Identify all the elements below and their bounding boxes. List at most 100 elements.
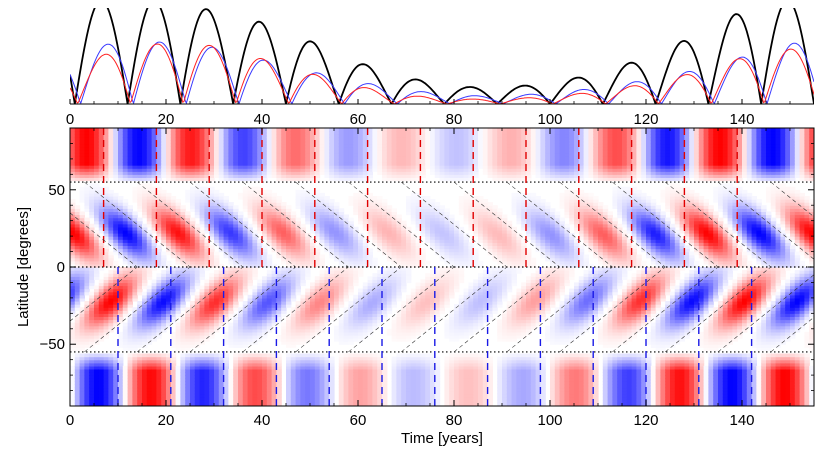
heatmap-cell: [122, 245, 129, 250]
heatmap-cell: [74, 282, 81, 287]
heatmap-cell: [295, 390, 301, 395]
heatmap-cell: [79, 387, 85, 392]
heatmap-cell: [137, 310, 143, 314]
heatmap-cell: [242, 217, 249, 222]
heatmap-cell: [286, 260, 292, 265]
heatmap-cell: [84, 335, 90, 339]
heatmap-cell: [70, 341, 76, 345]
heatmap-cell: [204, 257, 210, 262]
heatmap-cell: [295, 220, 301, 225]
heatmap-cell: [218, 174, 225, 178]
heatmap-cell: [218, 270, 225, 274]
heatmap-cell: [271, 233, 277, 237]
heatmap-cell: [113, 239, 119, 243]
heatmap-cell: [142, 381, 148, 385]
heatmap-cell: [257, 208, 263, 212]
heatmap-cell: [204, 152, 210, 157]
heatmap-cell: [247, 356, 253, 361]
heatmap-cell: [170, 174, 177, 178]
heatmap-cell: [271, 149, 277, 154]
heatmap-cell: [204, 310, 210, 314]
heatmap-cell: [137, 313, 143, 317]
heatmap-cell: [214, 390, 220, 395]
heatmap-cell: [338, 353, 345, 358]
heatmap-cell: [204, 378, 210, 382]
heatmap-cell: [122, 199, 129, 203]
heatmap-cell: [161, 217, 167, 222]
heatmap-cell: [166, 149, 172, 154]
heatmap-cell: [295, 288, 301, 293]
heatmap-cell: [118, 372, 124, 376]
heatmap-cell: [98, 285, 105, 290]
heatmap-cell: [290, 393, 297, 398]
heatmap-cell: [146, 217, 153, 222]
heatmap-cell: [223, 134, 229, 138]
heatmap-cell: [79, 325, 85, 330]
heatmap-cell: [314, 192, 321, 197]
heatmap-cell: [262, 146, 268, 151]
heatmap-cell: [132, 199, 138, 203]
heatmap-cell: [247, 245, 253, 250]
heatmap-cell: [79, 239, 85, 243]
heatmap-cell: [199, 319, 205, 324]
heatmap-cell: [218, 263, 225, 268]
heatmap-cell: [295, 248, 301, 253]
heatmap-cell: [127, 307, 133, 311]
heatmap-cell: [161, 134, 167, 138]
heatmap-cell: [286, 233, 292, 237]
heatmap-cell: [142, 223, 148, 228]
heatmap-cell: [209, 174, 215, 178]
heatmap-cell: [113, 152, 119, 157]
heatmap-cell: [132, 171, 138, 175]
heatmap-cell: [290, 251, 297, 256]
heatmap-cell: [228, 248, 234, 253]
heatmap-cell: [180, 158, 186, 163]
heatmap-cell: [305, 375, 311, 379]
heatmap-cell: [74, 288, 81, 293]
heatmap-cell: [175, 202, 181, 206]
heatmap-cell: [209, 365, 215, 370]
heatmap-cell: [190, 310, 196, 314]
heatmap-cell: [281, 313, 287, 317]
heatmap-cell: [89, 294, 95, 299]
heatmap-cell: [194, 328, 201, 333]
heatmap-cell: [194, 239, 201, 243]
heatmap-cell: [156, 399, 162, 404]
heatmap-cell: [286, 146, 292, 151]
heatmap-cell: [295, 375, 301, 379]
heatmap-cell: [276, 165, 282, 169]
heatmap-cell: [185, 211, 191, 216]
heatmap-cell: [161, 362, 167, 367]
heatmap-cell: [190, 365, 196, 370]
heatmap-cell: [314, 174, 321, 178]
heatmap-cell: [151, 325, 157, 330]
heatmap-cell: [319, 310, 325, 314]
heatmap-cell: [209, 229, 215, 234]
heatmap-cell: [74, 294, 81, 299]
heatmap-cell: [252, 384, 258, 389]
heatmap-cell: [314, 223, 321, 228]
heatmap-cell: [118, 399, 124, 404]
heatmap-cell: [319, 131, 325, 135]
heatmap-cell: [103, 356, 109, 361]
heatmap-cell: [185, 137, 191, 141]
heatmap-cell: [118, 223, 124, 228]
heatmap-cell: [175, 291, 181, 296]
heatmap-cell: [185, 347, 191, 351]
heatmap-cell: [137, 304, 143, 308]
heatmap-cell: [238, 171, 244, 175]
heatmap-cell: [252, 390, 258, 395]
heatmap-cell: [314, 362, 321, 367]
heatmap-cell: [180, 263, 186, 268]
heatmap-cell: [314, 248, 321, 253]
heatmap-cell: [266, 165, 273, 169]
heatmap-cell: [223, 402, 229, 406]
heatmap-cell: [146, 335, 153, 339]
heatmap-cell: [79, 226, 85, 231]
heatmap-cell: [194, 177, 201, 182]
heatmap-cell: [175, 168, 181, 172]
heatmap-cell: [98, 211, 105, 216]
heatmap-cell: [290, 162, 297, 166]
heatmap-cell: [242, 288, 249, 293]
heatmap-cell: [324, 291, 330, 296]
